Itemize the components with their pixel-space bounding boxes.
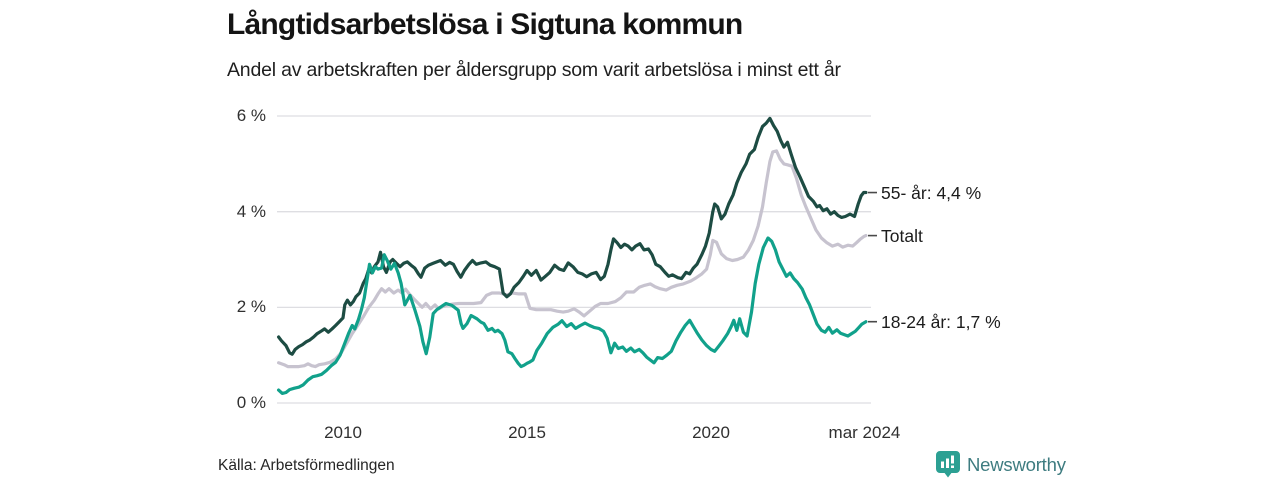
- newsworthy-logo: Newsworthy: [936, 451, 1066, 478]
- newsworthy-wordmark: Newsworthy: [967, 453, 1066, 475]
- series-label-total: Totalt: [881, 225, 923, 246]
- y-axis-tick: 4 %: [236, 201, 266, 221]
- y-axis-tick: 6 %: [236, 106, 266, 126]
- x-axis-tick: 2020: [692, 423, 730, 442]
- bar-chart-speech-bubble-icon: [936, 451, 960, 478]
- x-axis-tick: 2010: [324, 423, 362, 442]
- x-axis-tick: mar 2024: [828, 423, 901, 442]
- x-axis-tick: 2015: [508, 423, 546, 442]
- chart-subtitle: Andel av arbetskraften per åldersgrupp s…: [227, 59, 841, 81]
- series-label-55-plus: 55- år: 4,4 %: [881, 182, 982, 203]
- y-axis-tick: 2 %: [236, 297, 266, 317]
- y-axis-tick: 0 %: [236, 393, 266, 412]
- source-attribution: Källa: Arbetsförmedlingen: [218, 457, 395, 474]
- page-title: Långtidsarbetslösa i Sigtuna kommun: [227, 8, 743, 41]
- series-label-18-24: 18-24 år: 1,7 %: [881, 311, 1001, 332]
